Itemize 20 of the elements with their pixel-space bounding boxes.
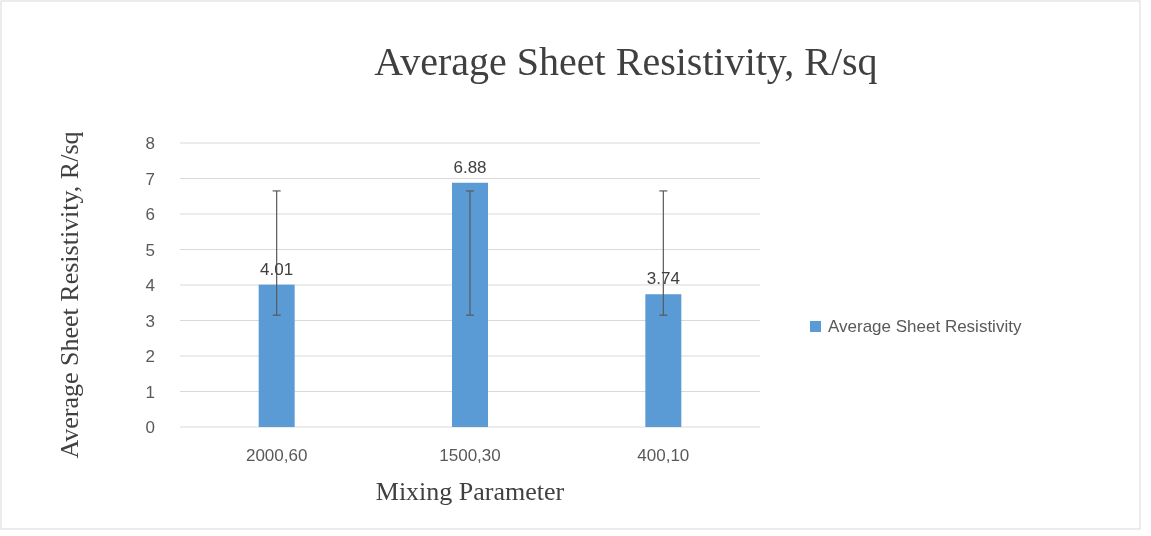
y-tick-label: 6 — [145, 205, 155, 224]
y-axis-title: Average Sheet Resistivity, R/sq — [55, 131, 84, 459]
bar — [258, 284, 295, 427]
y-tick-label: 3 — [145, 311, 155, 331]
y-tick-label: 1 — [145, 382, 155, 402]
y-tick-label: 8 — [145, 134, 155, 153]
legend-label: Average Sheet Resistivity — [828, 317, 1022, 336]
y-tick-label: 2 — [145, 347, 155, 366]
y-tick-label: 4 — [145, 276, 155, 295]
bar — [452, 182, 488, 427]
y-tick-label: 7 — [145, 169, 155, 189]
chart-title: Average Sheet Resistivity, R/sq — [374, 39, 878, 84]
x-axis-title: Mixing Parameter — [375, 477, 565, 506]
data-label: 6.88 — [453, 157, 487, 177]
x-tick-label: 1500,30 — [439, 446, 501, 465]
x-tick-label: 2000,60 — [245, 446, 308, 465]
bar — [645, 294, 682, 427]
x-tick-label: 400,10 — [637, 446, 690, 465]
y-tick-label: 5 — [145, 240, 155, 260]
y-tick-label: 0 — [145, 418, 155, 437]
